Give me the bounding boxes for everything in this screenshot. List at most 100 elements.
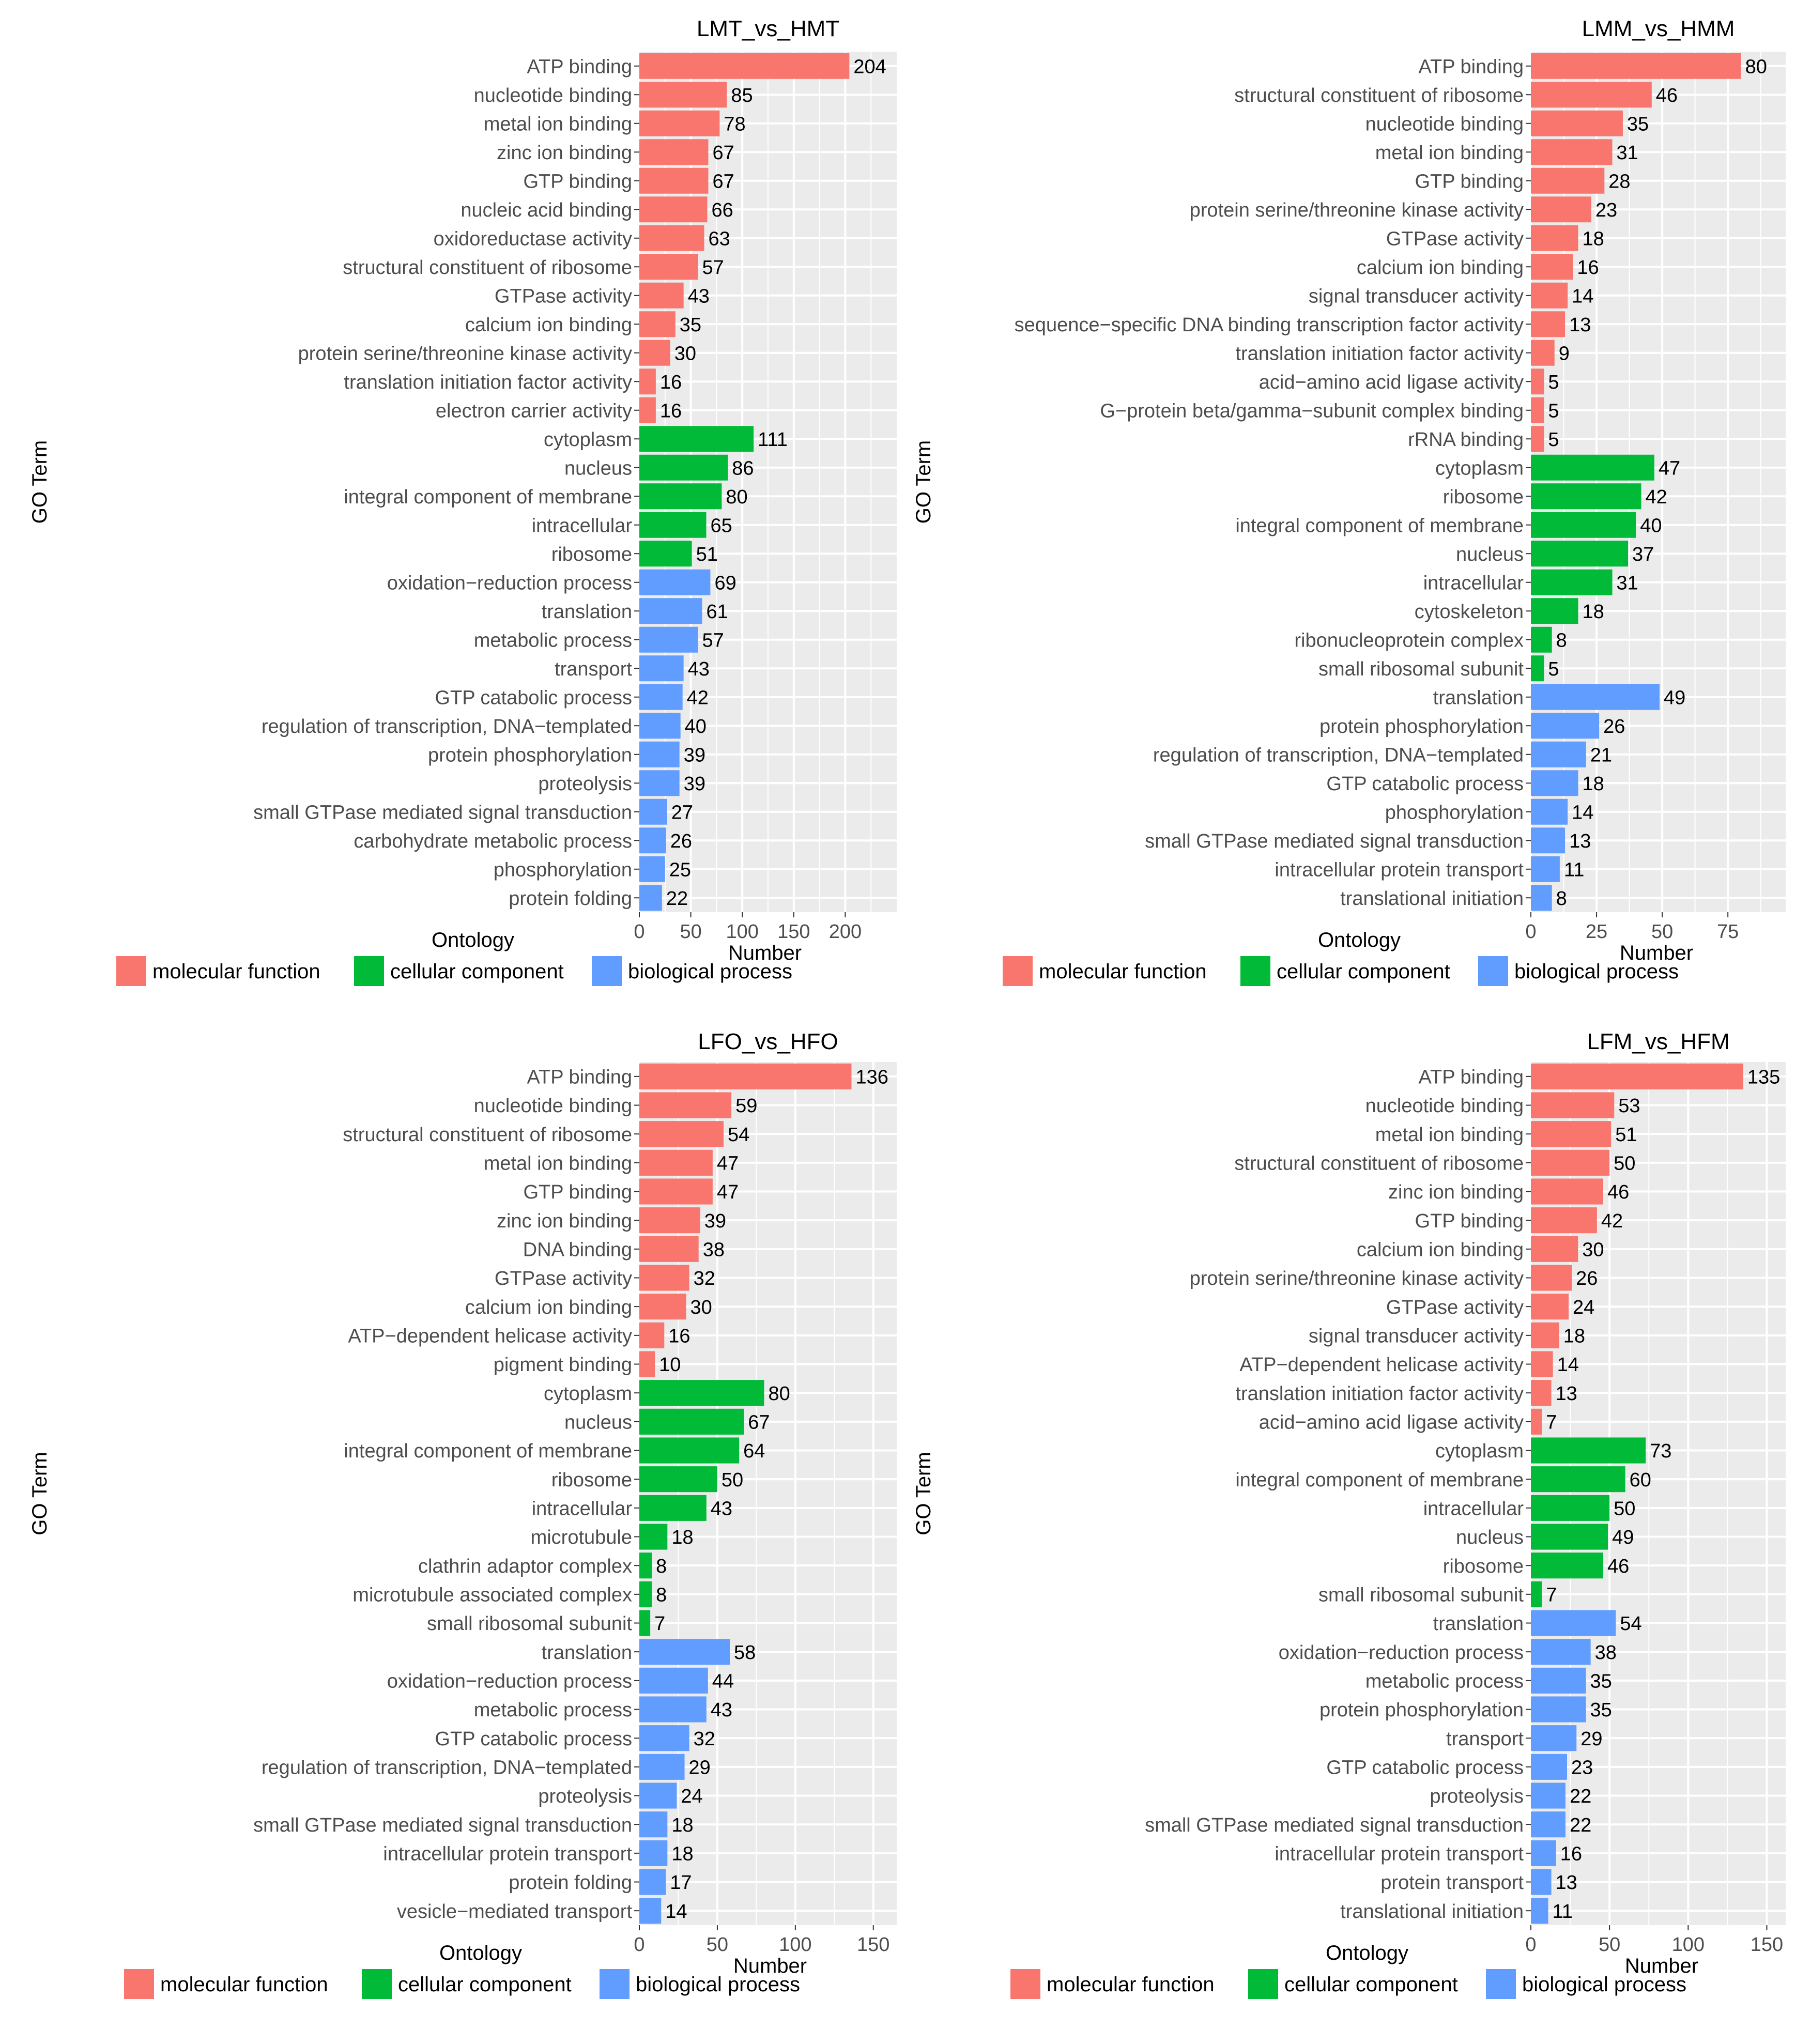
data-label: 57 — [702, 257, 724, 279]
y-tick-label: metabolic process — [474, 1699, 632, 1721]
data-label: 69 — [714, 572, 736, 594]
data-label: 43 — [688, 658, 710, 680]
data-label: 44 — [712, 1671, 734, 1693]
data-label: 5 — [1548, 372, 1559, 393]
data-label: 17 — [670, 1872, 692, 1894]
y-tick-label: ATP binding — [527, 56, 632, 78]
bar — [639, 1294, 686, 1320]
data-label: 5 — [1548, 658, 1559, 680]
y-tick-label: ribosome — [1443, 1556, 1524, 1577]
y-tick-label: electron carrier activity — [436, 400, 632, 422]
x-tick-label: 25 — [1586, 921, 1607, 943]
data-label: 46 — [1656, 85, 1678, 106]
bar — [639, 397, 656, 423]
x-tick-label: 150 — [857, 1934, 889, 1956]
x-tick-label: 0 — [634, 1934, 644, 1956]
y-tick-label: translation initiation factor activity — [1235, 1383, 1524, 1405]
data-label: 40 — [1640, 515, 1662, 536]
data-label: 16 — [1560, 1843, 1582, 1865]
data-label: 7 — [654, 1613, 665, 1635]
plot-background — [1531, 52, 1786, 912]
y-tick-label: nucleus — [1456, 544, 1524, 565]
data-label: 47 — [1659, 457, 1680, 479]
legend-key-swatch — [592, 956, 622, 986]
y-tick-label: calcium ion binding — [1357, 1239, 1524, 1261]
y-tick-label: calcium ion binding — [465, 314, 632, 336]
chart-panel-4: 135 ATP binding 53 nucleotide binding 51 meta… — [912, 1029, 1786, 1999]
data-label: 31 — [1617, 142, 1638, 164]
data-label: 63 — [708, 228, 730, 250]
y-tick-label: transport — [1446, 1728, 1524, 1750]
bar — [1531, 110, 1623, 136]
y-tick-label: GTP binding — [523, 171, 632, 192]
y-axis-title: GO Term — [28, 440, 51, 524]
bar — [639, 1466, 717, 1493]
y-tick-label: intracellular — [532, 1498, 633, 1520]
bar — [639, 1236, 699, 1262]
y-tick-label: GTP catabolic process — [435, 1728, 632, 1750]
bar — [1531, 1351, 1553, 1377]
x-axis-title: Number — [1620, 942, 1693, 964]
data-label: 25 — [669, 859, 691, 881]
data-label: 18 — [1563, 1326, 1585, 1347]
data-label: 43 — [688, 285, 710, 307]
y-tick-label: protein phosphorylation — [1319, 716, 1524, 737]
bar — [1531, 713, 1600, 739]
data-label: 42 — [1601, 1210, 1623, 1232]
data-label: 42 — [687, 687, 709, 709]
y-tick-label: oxidation−reduction process — [1279, 1642, 1524, 1664]
data-label: 8 — [656, 1585, 667, 1606]
y-tick-label: acid−amino acid ligase activity — [1259, 1412, 1524, 1434]
bar — [639, 1063, 852, 1089]
bar — [1531, 1667, 1586, 1694]
y-tick-label: ribosome — [551, 1469, 632, 1491]
data-label: 39 — [684, 744, 705, 766]
y-tick-label: ribosome — [1443, 486, 1524, 508]
y-tick-label: oxidation−reduction process — [387, 572, 632, 594]
y-tick-label: small GTPase mediated signal transductio… — [1145, 831, 1524, 852]
x-tick-label: 50 — [680, 921, 701, 943]
data-label: 22 — [1570, 1786, 1591, 1807]
data-label: 80 — [1745, 56, 1767, 78]
data-label: 80 — [726, 486, 747, 508]
x-tick-label: 50 — [1599, 1934, 1620, 1956]
y-tick-label: structural constituent of ribosome — [343, 257, 632, 279]
legend-item-label: cellular component — [1284, 1973, 1458, 1996]
bar — [639, 53, 850, 79]
data-label: 35 — [680, 314, 701, 336]
bar — [1531, 885, 1552, 911]
legend-title: Ontology — [1326, 1942, 1408, 1964]
legend-key-swatch — [362, 1969, 392, 1999]
bar — [1531, 1322, 1559, 1348]
data-label: 43 — [711, 1699, 732, 1721]
y-tick-label: translational initiation — [1340, 1901, 1524, 1923]
data-label: 51 — [1615, 1124, 1637, 1146]
bar — [1531, 1092, 1615, 1118]
legend-key-swatch — [1478, 956, 1508, 986]
x-tick-label: 0 — [634, 921, 644, 943]
y-tick-label: translation — [1433, 687, 1524, 709]
legend-key-swatch — [1240, 956, 1270, 986]
y-tick-label: nucleotide binding — [1365, 1095, 1524, 1117]
data-label: 24 — [1573, 1297, 1594, 1318]
y-tick-label: cytoplasm — [1435, 1440, 1524, 1462]
data-label: 18 — [671, 1843, 693, 1865]
bar — [639, 1524, 668, 1550]
data-label: 61 — [707, 601, 728, 623]
y-tick-label: proteolysis — [1430, 1786, 1524, 1807]
y-tick-label: microtubule associated complex — [352, 1585, 632, 1606]
data-label: 86 — [732, 457, 754, 479]
y-tick-label: G−protein beta/gamma−subunit complex bin… — [1100, 400, 1524, 422]
y-tick-label: protein phosphorylation — [1319, 1699, 1524, 1721]
y-tick-label: integral component of membrane — [1235, 1469, 1524, 1491]
y-tick-label: zinc ion binding — [497, 142, 632, 164]
legend-key-swatch — [1248, 1969, 1278, 1999]
bar — [1531, 512, 1636, 538]
chart-title: LFM_vs_HFM — [1587, 1029, 1729, 1054]
y-tick-label: GTP binding — [1415, 1210, 1524, 1232]
bar — [1531, 1725, 1577, 1751]
y-tick-label: metal ion binding — [484, 1153, 632, 1175]
data-label: 22 — [1570, 1815, 1591, 1836]
